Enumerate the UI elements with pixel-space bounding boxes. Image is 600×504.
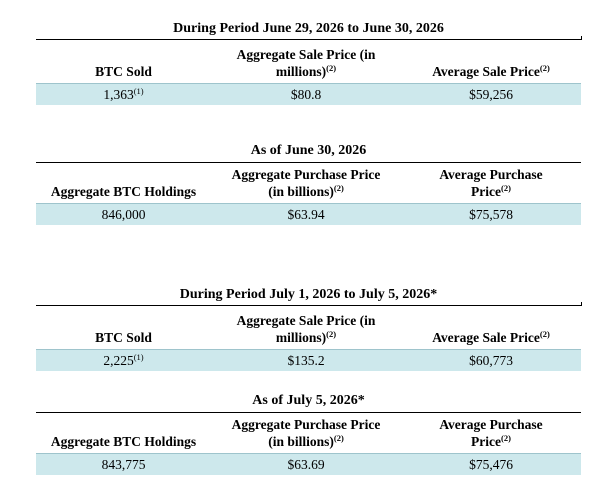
aggregate-sale-price-value: $80.8 bbox=[290, 87, 322, 102]
average-purchase-price-value: $75,476 bbox=[469, 457, 513, 472]
header-aggregate-btc-holdings: Aggregate BTC Holdings bbox=[50, 434, 197, 449]
table-rule bbox=[36, 412, 581, 413]
aggregate-purchase-price-value: $63.69 bbox=[287, 457, 325, 472]
aggregate-btc-holdings-value: 846,000 bbox=[101, 207, 146, 222]
table-title: As of July 5, 2026* bbox=[252, 393, 365, 408]
table-title: During Period June 29, 2026 to June 30, … bbox=[173, 21, 444, 36]
table-title: During Period July 1, 2026 to July 5, 20… bbox=[179, 287, 438, 302]
table-row: 1,363(1) $80.8 $59,256 bbox=[36, 83, 581, 105]
average-sale-price-value: $59,256 bbox=[469, 87, 513, 102]
table-row: 2,225(1) $135.2 $60,773 bbox=[36, 349, 581, 371]
table-rule bbox=[36, 302, 582, 306]
header-btc-sold: BTC Sold bbox=[95, 64, 152, 79]
header-average-sale-price: Average Sale Price(2) bbox=[432, 329, 550, 345]
table-title: As of June 30, 2026 bbox=[250, 143, 367, 158]
table-rule bbox=[36, 162, 581, 163]
header-aggregate-sale-price: Aggregate Sale Price (in millions)(2) bbox=[236, 313, 376, 345]
header-average-sale-price: Average Sale Price(2) bbox=[432, 63, 550, 79]
header-average-purchase-price: Average Purchase Price(2) bbox=[439, 167, 543, 199]
btc-sold-value: 2,225(1) bbox=[103, 352, 144, 368]
header-aggregate-purchase-price: Aggregate Purchase Price (in billions)(2… bbox=[231, 167, 381, 199]
table-rule bbox=[36, 36, 582, 40]
aggregate-btc-holdings-value: 843,775 bbox=[101, 457, 146, 472]
header-aggregate-sale-price: Aggregate Sale Price (in millions)(2) bbox=[236, 47, 376, 79]
table-row: 843,775 $63.69 $75,476 bbox=[36, 453, 581, 475]
header-aggregate-btc-holdings: Aggregate BTC Holdings bbox=[50, 184, 197, 199]
average-purchase-price-value: $75,578 bbox=[469, 207, 513, 222]
header-aggregate-purchase-price: Aggregate Purchase Price (in billions)(2… bbox=[231, 417, 381, 449]
table-row: 846,000 $63.94 $75,578 bbox=[36, 203, 581, 225]
header-average-purchase-price: Average Purchase Price(2) bbox=[439, 417, 543, 449]
aggregate-sale-price-value: $135.2 bbox=[287, 353, 325, 368]
average-sale-price-value: $60,773 bbox=[469, 353, 513, 368]
header-btc-sold: BTC Sold bbox=[95, 330, 152, 345]
aggregate-purchase-price-value: $63.94 bbox=[287, 207, 325, 222]
btc-sold-value: 1,363(1) bbox=[103, 86, 144, 102]
